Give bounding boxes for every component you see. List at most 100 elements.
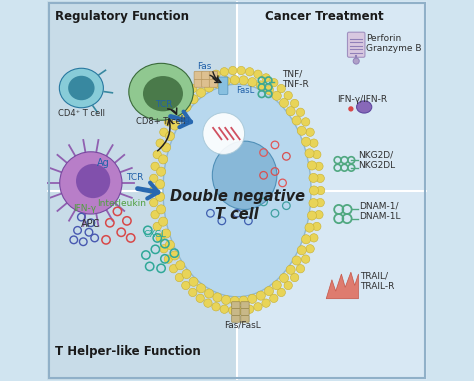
Circle shape: [237, 306, 246, 315]
Circle shape: [182, 102, 191, 112]
Circle shape: [164, 118, 173, 126]
Bar: [237, 190, 427, 380]
Circle shape: [348, 106, 354, 112]
Text: IFN-γ: IFN-γ: [73, 204, 96, 213]
Circle shape: [280, 98, 289, 107]
Circle shape: [246, 67, 254, 76]
Circle shape: [297, 126, 306, 135]
Circle shape: [292, 256, 301, 265]
Circle shape: [151, 210, 159, 219]
Circle shape: [315, 210, 323, 219]
Circle shape: [196, 78, 204, 87]
Circle shape: [156, 205, 166, 214]
Circle shape: [306, 245, 314, 253]
Circle shape: [309, 199, 318, 208]
Circle shape: [310, 234, 318, 242]
Text: NKG2D/
NKG2DL: NKG2D/ NKG2DL: [358, 150, 396, 170]
Circle shape: [175, 274, 183, 282]
Circle shape: [159, 155, 168, 164]
Circle shape: [149, 186, 157, 195]
Circle shape: [76, 164, 110, 198]
Circle shape: [162, 143, 171, 152]
Circle shape: [213, 79, 222, 88]
Circle shape: [153, 222, 161, 231]
FancyBboxPatch shape: [241, 315, 249, 322]
Circle shape: [256, 291, 265, 300]
FancyBboxPatch shape: [232, 302, 240, 309]
Circle shape: [150, 199, 158, 207]
Circle shape: [310, 186, 319, 195]
Circle shape: [291, 274, 299, 282]
Circle shape: [291, 99, 299, 107]
Bar: [47, 190, 237, 380]
Circle shape: [153, 150, 161, 159]
Circle shape: [213, 293, 222, 302]
Circle shape: [310, 139, 318, 147]
Ellipse shape: [212, 141, 277, 210]
Circle shape: [262, 74, 270, 82]
Circle shape: [262, 299, 270, 307]
Text: TCR: TCR: [155, 100, 173, 109]
FancyBboxPatch shape: [194, 79, 202, 87]
Circle shape: [212, 303, 220, 311]
FancyBboxPatch shape: [219, 77, 228, 94]
Circle shape: [170, 251, 179, 260]
Text: TNF/
TNF-R: TNF/ TNF-R: [283, 70, 310, 89]
Circle shape: [151, 162, 159, 171]
FancyBboxPatch shape: [210, 71, 218, 80]
Circle shape: [150, 174, 158, 182]
Circle shape: [280, 274, 289, 283]
Circle shape: [313, 150, 321, 159]
Ellipse shape: [59, 68, 103, 108]
Circle shape: [313, 222, 321, 231]
Text: FasL: FasL: [236, 86, 254, 95]
Circle shape: [156, 167, 166, 176]
Circle shape: [220, 67, 228, 76]
Bar: [47, 1, 237, 190]
Circle shape: [196, 294, 204, 303]
Circle shape: [156, 139, 164, 147]
Circle shape: [221, 77, 230, 86]
Circle shape: [155, 179, 164, 189]
Circle shape: [230, 296, 239, 306]
Circle shape: [305, 149, 314, 158]
Circle shape: [156, 234, 164, 242]
Circle shape: [204, 74, 212, 82]
Circle shape: [284, 91, 292, 100]
Text: Perforin
Granzyme B: Perforin Granzyme B: [366, 34, 421, 53]
Text: CD8+ T cell: CD8+ T cell: [137, 117, 186, 126]
Circle shape: [296, 108, 305, 117]
Circle shape: [203, 113, 245, 154]
FancyBboxPatch shape: [210, 79, 218, 87]
Text: Double negative
T cell: Double negative T cell: [170, 189, 304, 222]
Circle shape: [305, 223, 314, 232]
Circle shape: [160, 245, 168, 253]
FancyBboxPatch shape: [347, 32, 365, 57]
Circle shape: [170, 121, 179, 130]
Circle shape: [248, 78, 257, 87]
Circle shape: [264, 287, 273, 296]
Circle shape: [204, 299, 212, 307]
Text: Cancer Treatment: Cancer Treatment: [265, 10, 384, 23]
Circle shape: [212, 70, 220, 78]
Circle shape: [237, 66, 246, 75]
FancyBboxPatch shape: [232, 315, 240, 322]
Circle shape: [306, 128, 314, 136]
FancyBboxPatch shape: [241, 302, 249, 309]
Ellipse shape: [143, 76, 183, 111]
Text: Ag: Ag: [179, 115, 191, 124]
Text: CXCL: CXCL: [144, 230, 167, 239]
Ellipse shape: [68, 76, 95, 100]
Circle shape: [239, 76, 248, 85]
Circle shape: [301, 235, 310, 244]
Text: Ag: Ag: [97, 158, 110, 168]
FancyBboxPatch shape: [194, 71, 202, 80]
Circle shape: [169, 264, 178, 273]
FancyBboxPatch shape: [241, 309, 249, 315]
Circle shape: [228, 66, 237, 75]
Circle shape: [309, 173, 318, 182]
Text: T Helper-like Function: T Helper-like Function: [55, 344, 201, 357]
Circle shape: [160, 128, 168, 136]
Text: TRAIL/
TRAIL-R: TRAIL/ TRAIL-R: [360, 272, 395, 291]
Circle shape: [182, 281, 190, 290]
